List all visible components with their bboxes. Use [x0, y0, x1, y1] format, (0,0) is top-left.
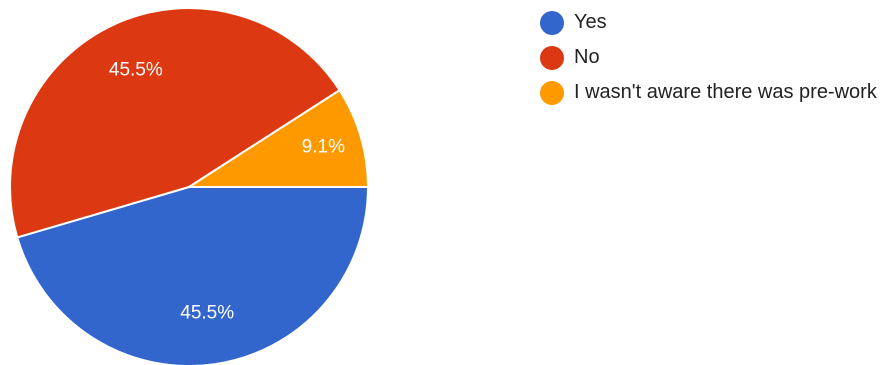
- pie-slice-yes[interactable]: [16, 186, 370, 365]
- legend-label-unaware: I wasn't aware there was pre-work: [574, 81, 877, 103]
- pie-slice-label-yes: 45.5%: [180, 303, 234, 324]
- legend-swatch-no: [540, 46, 564, 70]
- legend-item-yes[interactable]: Yes: [540, 8, 892, 37]
- chart-legend: Yes No I wasn't aware there was pre-work: [540, 8, 892, 113]
- pie-slices: [9, 7, 370, 365]
- legend-swatch-yes: [540, 11, 564, 35]
- pie-slice-no[interactable]: [9, 7, 341, 239]
- pie-slice-labels: 45.5% 45.5% 9.1%: [109, 60, 345, 324]
- legend-item-unaware[interactable]: I wasn't aware there was pre-work: [540, 78, 892, 107]
- pie-slice-label-unaware: 9.1%: [302, 137, 345, 158]
- legend-swatch-unaware: [540, 81, 564, 105]
- legend-item-no[interactable]: No: [540, 43, 892, 72]
- pie-slice-unaware[interactable]: [185, 88, 370, 188]
- legend-label-no: No: [574, 46, 600, 68]
- pie-slice-label-no: 45.5%: [109, 60, 163, 81]
- legend-label-yes: Yes: [574, 11, 607, 33]
